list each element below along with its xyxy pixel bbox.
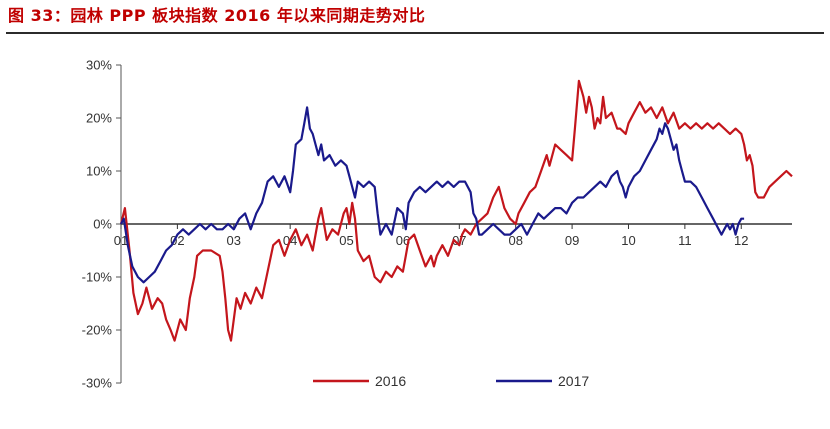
x-tick-label: 02 xyxy=(170,233,184,248)
x-tick-label: 01 xyxy=(114,233,128,248)
y-tick-label: -20% xyxy=(82,323,113,338)
y-tick-label: -30% xyxy=(82,376,113,391)
x-tick-label: 05 xyxy=(339,233,353,248)
y-tick-label: 10% xyxy=(86,164,112,179)
x-tick-label: 10 xyxy=(621,233,635,248)
y-tick-label: 20% xyxy=(86,111,112,126)
x-tick-label: 03 xyxy=(227,233,241,248)
series-lines xyxy=(119,79,793,342)
y-axis: 30% 20% 10% 0% -10% -20% -30% xyxy=(82,58,122,391)
x-tick-label: 06 xyxy=(396,233,410,248)
series-line-2016 xyxy=(119,79,793,342)
x-tick-label: 07 xyxy=(452,233,466,248)
x-tick-label: 11 xyxy=(678,233,692,248)
series-line-2017 xyxy=(120,106,745,284)
x-tick-label: 08 xyxy=(508,233,522,248)
y-tick-label: 30% xyxy=(86,58,112,73)
page-title: 图 33：园林 PPP 板块指数 2016 年以来同期走势对比 xyxy=(8,6,426,25)
legend-label-2016: 2016 xyxy=(375,373,406,389)
legend: 2016 2017 xyxy=(313,373,589,389)
x-axis: 01 02 03 04 05 06 07 08 09 10 11 12 xyxy=(114,223,792,248)
x-tick-label: 12 xyxy=(734,233,748,248)
y-tick-label: -10% xyxy=(82,270,113,285)
y-tick-label: 0% xyxy=(93,217,112,232)
legend-label-2017: 2017 xyxy=(558,373,589,389)
x-tick-label: 09 xyxy=(565,233,579,248)
title-divider xyxy=(6,32,824,34)
